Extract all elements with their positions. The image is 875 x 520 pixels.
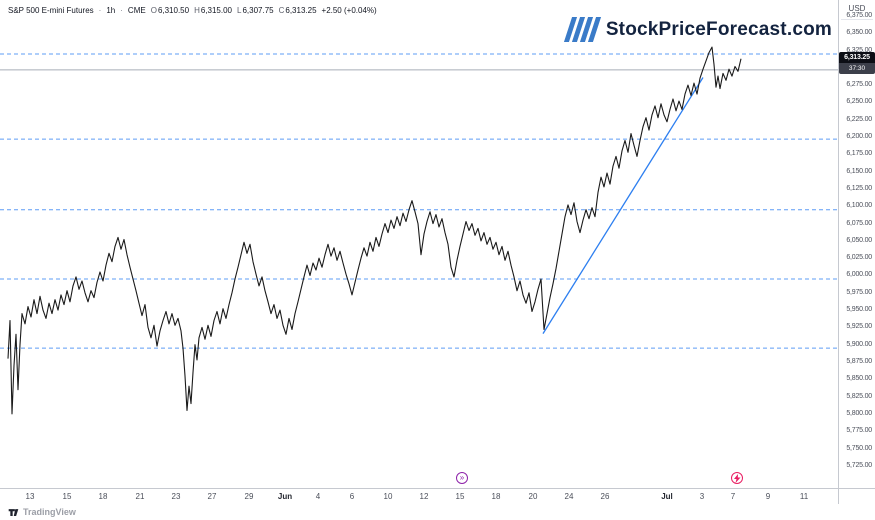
brand-tld: .com bbox=[786, 18, 832, 40]
time-tick-day: 15 bbox=[62, 492, 72, 501]
high-value: 6,315.00 bbox=[200, 6, 232, 15]
price-tick-label: 5,750.00 bbox=[846, 444, 872, 452]
tradingview-logo[interactable]: TradingView bbox=[8, 507, 76, 518]
time-tick-day: 4 bbox=[315, 492, 321, 501]
time-tick-day: 10 bbox=[383, 492, 393, 501]
open-field: O 6,310.50 bbox=[150, 6, 190, 15]
time-tick-day: 20 bbox=[528, 492, 538, 501]
price-tick-label: 5,900.00 bbox=[846, 340, 872, 348]
time-tick-day: 6 bbox=[349, 492, 355, 501]
low-field: L 6,307.75 bbox=[237, 6, 274, 15]
price-tick-label: 6,175.00 bbox=[846, 150, 872, 158]
trendline[interactable] bbox=[542, 77, 704, 334]
high-field: H 6,315.00 bbox=[194, 6, 232, 15]
price-tick-label: 5,925.00 bbox=[846, 323, 872, 331]
time-tick-day: 3 bbox=[699, 492, 705, 501]
tradingview-icon bbox=[8, 507, 19, 518]
time-tick-day: 18 bbox=[491, 492, 501, 501]
last-price-badge: 6,313.25 37:30 bbox=[839, 51, 875, 75]
price-tick-label: 6,225.00 bbox=[846, 115, 872, 123]
price-tick-label: 5,850.00 bbox=[846, 375, 872, 383]
price-chart[interactable] bbox=[0, 0, 838, 488]
time-tick-day: 23 bbox=[171, 492, 181, 501]
bottom-bar: TradingView bbox=[0, 504, 875, 520]
price-tick-label: 6,250.00 bbox=[846, 98, 872, 106]
time-tick-day: 7 bbox=[730, 492, 736, 501]
time-axis[interactable]: 13 15 18 21 23 27 29 Jun 4 6 10 12 15 18 20 24 26 Jul 3 7 9 1… bbox=[0, 489, 838, 504]
exchange-label: CME bbox=[127, 6, 146, 15]
price-tick-label: 5,950.00 bbox=[846, 306, 872, 314]
time-tick-day: 27 bbox=[207, 492, 217, 501]
price-tick-label: 6,125.00 bbox=[846, 184, 872, 192]
bar-countdown: 37:30 bbox=[839, 63, 875, 75]
time-tick-day: 12 bbox=[419, 492, 429, 501]
price-tick-label: 6,375.00 bbox=[846, 11, 872, 19]
price-tick-label: 6,000.00 bbox=[846, 271, 872, 279]
close-value: 6,313.25 bbox=[285, 6, 317, 15]
brand-stripes-icon bbox=[563, 17, 601, 42]
price-tick-label: 6,150.00 bbox=[846, 167, 872, 175]
time-tick-day: 21 bbox=[135, 492, 145, 501]
interval-label[interactable]: 1h bbox=[106, 6, 116, 15]
symbol-name[interactable]: S&P 500 E-mini Futures bbox=[8, 6, 94, 15]
change-value: +2.50 (+0.04%) bbox=[321, 6, 377, 15]
low-value: 6,307.75 bbox=[242, 6, 274, 15]
price-tick-label: 5,875.00 bbox=[846, 358, 872, 366]
chevrons-icon[interactable]: » bbox=[456, 472, 468, 484]
close-field: C 6,313.25 bbox=[278, 6, 317, 15]
tradingview-label: TradingView bbox=[23, 507, 76, 517]
lightning-icon[interactable] bbox=[731, 472, 743, 484]
separator-dot: · bbox=[98, 6, 102, 15]
price-series-line bbox=[7, 46, 742, 415]
symbol-legend: S&P 500 E-mini Futures · 1h · CME O 6,310… bbox=[8, 6, 377, 15]
brand-name: StockPriceForecast.com bbox=[605, 18, 832, 40]
price-tick-label: 6,100.00 bbox=[846, 202, 872, 210]
currency-separator bbox=[841, 19, 873, 20]
time-tick-day: 13 bbox=[25, 492, 35, 501]
last-price-value: 6,313.25 bbox=[839, 51, 875, 64]
time-tick-month: Jul bbox=[661, 492, 673, 501]
open-value: 6,310.50 bbox=[157, 6, 190, 15]
time-tick-day: 15 bbox=[455, 492, 465, 501]
price-tick-label: 6,325.00 bbox=[846, 46, 872, 54]
price-tick-label: 6,350.00 bbox=[846, 29, 872, 37]
price-tick-label: 5,975.00 bbox=[846, 288, 872, 296]
price-tick-label: 5,800.00 bbox=[846, 409, 872, 417]
axis-separator-vertical bbox=[838, 0, 839, 504]
chart-pane[interactable]: S&P 500 E-mini Futures · 1h · CME O 6,310… bbox=[0, 0, 838, 488]
time-tick-month: Jun bbox=[277, 492, 293, 501]
price-tick-label: 6,025.00 bbox=[846, 254, 872, 262]
price-tick-label: 6,275.00 bbox=[846, 81, 872, 89]
time-tick-day: 9 bbox=[765, 492, 771, 501]
time-tick-day: 29 bbox=[244, 492, 254, 501]
time-tick-day: 24 bbox=[564, 492, 574, 501]
currency-label: USD bbox=[848, 4, 866, 13]
axis-separator-horizontal bbox=[0, 488, 875, 489]
price-tick-label: 6,075.00 bbox=[846, 219, 872, 227]
time-tick-day: 26 bbox=[600, 492, 610, 501]
price-tick-label: 5,825.00 bbox=[846, 392, 872, 400]
price-tick-label: 5,725.00 bbox=[846, 461, 872, 469]
price-tick-label: 6,050.00 bbox=[846, 236, 872, 244]
stockpriceforecast-logo: StockPriceForecast.com bbox=[563, 17, 832, 42]
time-tick-day: 18 bbox=[98, 492, 108, 501]
price-tick-label: 5,775.00 bbox=[846, 427, 872, 435]
time-tick-day: 11 bbox=[799, 492, 809, 501]
price-tick-label: 6,200.00 bbox=[846, 133, 872, 141]
price-axis[interactable]: USD 6,375.006,350.006,325.006,300.006,27… bbox=[839, 0, 875, 488]
separator-dot: · bbox=[120, 6, 123, 15]
